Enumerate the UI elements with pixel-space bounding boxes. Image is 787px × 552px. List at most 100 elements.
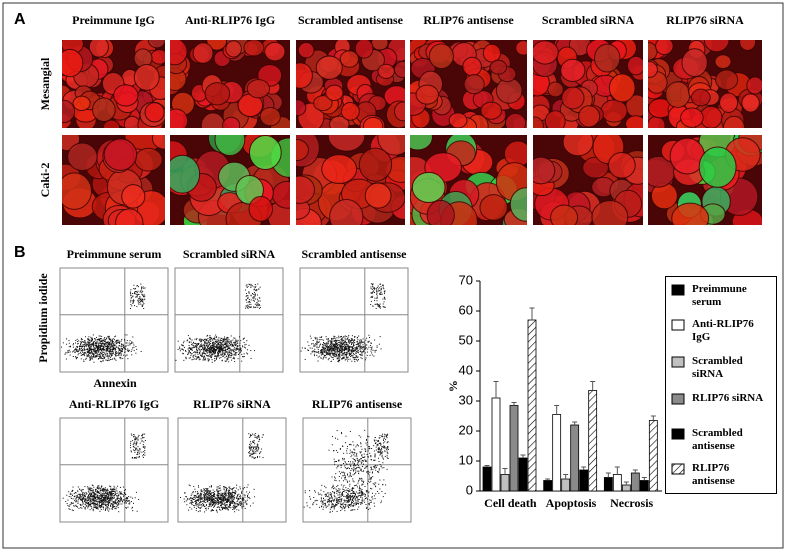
cell bbox=[377, 135, 405, 156]
event-dot bbox=[203, 495, 205, 497]
event-dot bbox=[207, 347, 209, 349]
event-dot bbox=[94, 498, 96, 500]
event-dot bbox=[144, 454, 146, 456]
event-dot bbox=[107, 489, 109, 491]
event-dot bbox=[80, 346, 82, 348]
event-dot bbox=[215, 339, 217, 341]
event-dot bbox=[103, 502, 105, 504]
event-dot bbox=[329, 350, 331, 352]
event-dot bbox=[144, 449, 146, 451]
event-dot bbox=[216, 506, 218, 508]
event-dot bbox=[109, 491, 111, 493]
event-dot bbox=[111, 500, 113, 502]
event-dot bbox=[336, 346, 338, 348]
event-dot bbox=[70, 496, 72, 498]
event-dot bbox=[95, 504, 97, 506]
event-dot bbox=[208, 355, 210, 357]
event-dot bbox=[241, 353, 243, 355]
event-dot bbox=[80, 496, 82, 498]
event-dot bbox=[224, 499, 226, 501]
event-dot bbox=[195, 342, 197, 344]
event-dot bbox=[228, 346, 230, 348]
event-dot bbox=[365, 357, 367, 359]
event-dot bbox=[245, 285, 247, 287]
event-dot bbox=[136, 291, 138, 293]
event-dot bbox=[221, 348, 223, 350]
cell bbox=[533, 116, 544, 128]
event-dot bbox=[330, 343, 332, 345]
event-dot bbox=[131, 507, 133, 509]
event-dot bbox=[104, 504, 106, 506]
event-dot bbox=[197, 343, 199, 345]
event-dot bbox=[188, 357, 190, 359]
event-dot bbox=[225, 341, 227, 343]
event-dot bbox=[227, 498, 229, 500]
event-dot bbox=[207, 346, 209, 348]
event-dot bbox=[209, 495, 211, 497]
event-dot bbox=[221, 349, 223, 351]
event-dot bbox=[77, 354, 79, 356]
event-dot bbox=[206, 490, 208, 492]
event-dot bbox=[79, 496, 81, 498]
event-dot bbox=[88, 348, 90, 350]
event-dot bbox=[87, 491, 89, 493]
event-dot bbox=[334, 344, 336, 346]
event-dot bbox=[217, 497, 219, 499]
event-dot bbox=[330, 341, 332, 343]
event-dot bbox=[335, 340, 337, 342]
event-dot bbox=[91, 507, 93, 509]
cells bbox=[410, 135, 527, 225]
event-dot bbox=[351, 347, 353, 349]
event-dot bbox=[251, 453, 253, 455]
cell bbox=[297, 42, 315, 59]
event-dot bbox=[118, 499, 120, 501]
event-dot bbox=[102, 345, 104, 347]
event-dot bbox=[88, 350, 90, 352]
event-dot bbox=[221, 497, 223, 499]
event-dot bbox=[131, 434, 133, 436]
event-dot bbox=[108, 338, 110, 340]
row-label: Mesangial bbox=[38, 57, 52, 110]
event-dot bbox=[205, 349, 207, 351]
event-dot bbox=[337, 360, 339, 362]
event-dot bbox=[141, 299, 143, 301]
event-dot bbox=[230, 344, 232, 346]
event-dot bbox=[235, 348, 237, 350]
event-dot bbox=[253, 452, 255, 454]
event-dot bbox=[209, 348, 211, 350]
event-dot bbox=[353, 340, 355, 342]
event-dot bbox=[91, 501, 93, 503]
event-dot bbox=[254, 303, 256, 305]
event-dot bbox=[231, 349, 233, 351]
event-dot bbox=[215, 357, 217, 359]
event-dot bbox=[228, 497, 230, 499]
event-dot bbox=[134, 497, 136, 499]
event-dot bbox=[80, 339, 82, 341]
event-dot bbox=[92, 503, 94, 505]
event-dot bbox=[346, 353, 348, 355]
event-dot bbox=[333, 350, 335, 352]
event-dot bbox=[72, 355, 74, 357]
event-dot bbox=[226, 355, 228, 357]
event-dot bbox=[345, 355, 347, 357]
event-dot bbox=[362, 341, 364, 343]
event-dot bbox=[240, 504, 242, 506]
event-dot bbox=[74, 356, 76, 358]
event-dot bbox=[247, 495, 249, 497]
plot-frame bbox=[174, 267, 284, 373]
event-dot bbox=[337, 348, 339, 350]
event-dot bbox=[120, 497, 122, 499]
event-dot bbox=[347, 358, 349, 360]
event-dot bbox=[96, 341, 98, 343]
event-dot bbox=[108, 352, 110, 354]
event-dot bbox=[212, 350, 214, 352]
event-dot bbox=[93, 498, 95, 500]
cell bbox=[626, 55, 643, 76]
event-dot bbox=[208, 350, 210, 352]
event-dot bbox=[339, 336, 341, 338]
event-dot bbox=[104, 343, 106, 345]
event-dot bbox=[333, 348, 335, 350]
event-dot bbox=[323, 346, 325, 348]
event-dot bbox=[136, 296, 138, 298]
cell bbox=[698, 146, 737, 188]
